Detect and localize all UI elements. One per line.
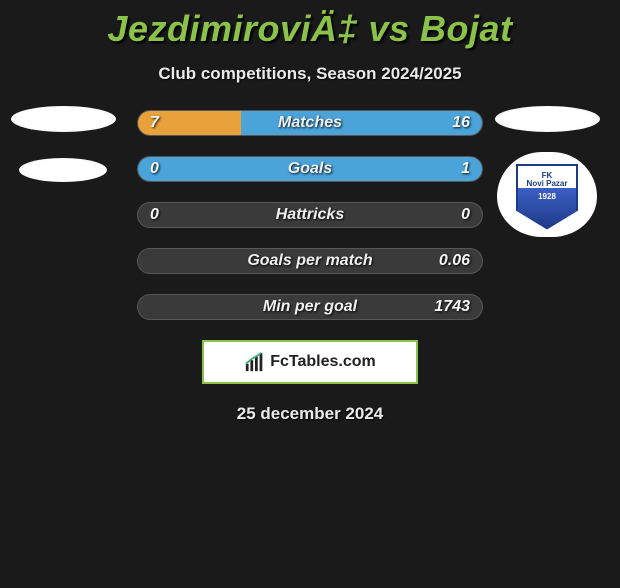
club-logo-placeholder [19, 158, 107, 182]
player-avatar-placeholder [11, 106, 116, 132]
stat-label: Matches [138, 111, 482, 135]
stat-bar: 7Matches16 [137, 110, 483, 136]
stat-label: Goals [138, 157, 482, 181]
club-name-line2: Novi Pazar [527, 180, 568, 188]
stat-bar: Min per goal1743 [137, 294, 483, 320]
club-badge: FK Novi Pazar 1928 [497, 152, 597, 237]
player-avatar-placeholder [495, 106, 600, 132]
stat-bar: Goals per match0.06 [137, 248, 483, 274]
stat-bar: 0Goals1 [137, 156, 483, 182]
stat-value-right: 1 [461, 157, 470, 181]
left-player-avatars [8, 106, 118, 182]
stat-label: Hattricks [138, 203, 482, 227]
right-player-badges: FK Novi Pazar 1928 [492, 106, 602, 237]
stat-label: Goals per match [138, 249, 482, 273]
brand-badge[interactable]: FcTables.com [202, 340, 418, 384]
stat-value-right: 1743 [434, 295, 470, 319]
stat-value-right: 16 [452, 111, 470, 135]
stat-label: Min per goal [138, 295, 482, 319]
stat-bars: 7Matches160Goals10Hattricks0Goals per ma… [137, 110, 483, 320]
page-title: JezdimiroviÄ‡ vs Bojat [0, 8, 620, 50]
club-year: 1928 [538, 192, 556, 201]
page-subtitle: Club competitions, Season 2024/2025 [0, 64, 620, 84]
stat-value-right: 0 [461, 203, 470, 227]
shield-icon: FK Novi Pazar 1928 [516, 164, 578, 226]
footer-date: 25 december 2024 [0, 404, 620, 424]
stat-bar: 0Hattricks0 [137, 202, 483, 228]
stat-value-right: 0.06 [439, 249, 470, 273]
comparison-content: FK Novi Pazar 1928 7Matches160Goals10Hat… [0, 110, 620, 424]
bar-chart-icon [244, 351, 266, 373]
brand-text: FcTables.com [270, 353, 376, 371]
